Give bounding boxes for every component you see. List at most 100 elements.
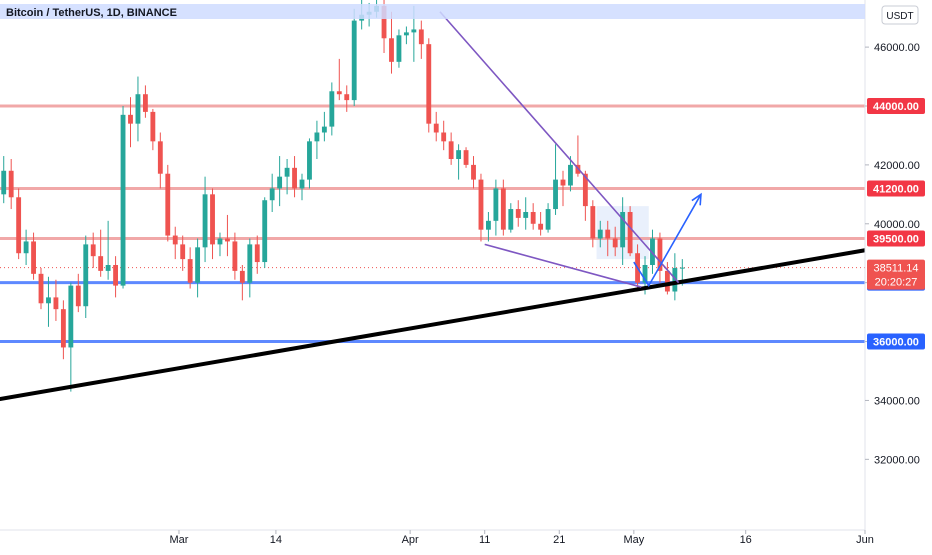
candle-up	[269, 188, 275, 201]
last-price-label: 38511.14	[873, 263, 918, 275]
candle-up	[508, 209, 514, 230]
chart-title[interactable]: Bitcoin / TetherUS, 1D, BINANCE	[6, 7, 177, 19]
candle-up	[568, 164, 573, 186]
candle-down	[515, 209, 521, 218]
candle-up	[329, 91, 335, 127]
candle-down	[441, 132, 447, 142]
price-level-badge	[867, 230, 925, 247]
candle-up	[396, 35, 402, 62]
candle-up	[68, 285, 74, 348]
candle-down	[150, 111, 156, 142]
projection-path	[633, 193, 702, 288]
candle-down	[538, 223, 544, 230]
price-level-label: 44000.00	[873, 101, 919, 113]
x-tick-label: 11	[479, 534, 490, 546]
candle-up	[247, 244, 253, 283]
candle-down	[157, 141, 163, 174]
y-tick-label: 40000.00	[874, 219, 920, 231]
candle-down	[98, 256, 104, 271]
price-level-badge	[867, 98, 925, 114]
candle-down	[165, 173, 171, 236]
candle-down	[31, 241, 36, 274]
price-level-label: 39500.00	[873, 234, 919, 246]
candle-down	[90, 244, 96, 257]
y-tick-label: 32000.00	[874, 454, 920, 466]
candle-up	[299, 179, 305, 189]
wedge-lower-line	[484, 243, 642, 288]
x-tick-label: May	[623, 534, 644, 546]
y-tick-label: 34000.00	[874, 395, 920, 407]
price-level-badge	[867, 180, 925, 197]
candle-down	[8, 170, 14, 198]
candle-up	[314, 132, 320, 142]
candle-up	[83, 244, 89, 307]
candle-up	[262, 200, 268, 263]
candle-down	[344, 94, 350, 101]
candle-down	[463, 150, 469, 165]
candle-down	[128, 114, 133, 124]
candle-down	[172, 235, 178, 245]
candle-down	[426, 44, 432, 124]
price-level-label: 41200.00	[873, 183, 919, 195]
candle-down	[210, 194, 215, 245]
candle-down	[292, 167, 297, 189]
candle-up	[672, 267, 678, 292]
currency-badge[interactable]: USDT	[881, 5, 919, 25]
candle-down	[53, 297, 59, 310]
candle-down	[180, 244, 186, 260]
candle-up	[523, 212, 529, 218]
candle-down	[500, 188, 506, 230]
candle-down	[60, 309, 66, 348]
candle-down	[225, 238, 230, 242]
candle-up	[486, 220, 491, 230]
candle-down	[187, 259, 193, 283]
candle-down	[627, 212, 633, 254]
candle-up	[321, 126, 327, 133]
candle-up	[202, 194, 208, 248]
x-tick-label: Mar	[169, 534, 188, 546]
candle-up	[642, 265, 648, 283]
candle-down	[471, 164, 476, 180]
candle-up	[307, 141, 312, 180]
candle-up	[195, 247, 201, 283]
candle-up	[553, 179, 558, 210]
y-tick-label: 46000.00	[874, 42, 920, 54]
candle-up	[679, 267, 685, 269]
candle-up	[597, 229, 603, 239]
candle-up	[46, 297, 51, 304]
candle-down	[254, 244, 260, 263]
x-tick-label: Jun	[856, 534, 874, 546]
candle-down	[590, 206, 596, 239]
candle-up	[135, 94, 141, 124]
last-price-badge	[867, 259, 925, 290]
candle-up	[351, 20, 357, 101]
candle-down	[232, 241, 238, 271]
candle-down	[605, 229, 611, 239]
time-axis-panel[interactable]	[0, 530, 865, 550]
candle-up	[411, 29, 417, 33]
candle-down	[113, 265, 119, 286]
candle-down	[75, 285, 81, 307]
candle-up	[217, 238, 223, 245]
candle-down	[418, 29, 424, 45]
price-level-label: 36000.00	[873, 337, 919, 349]
projection-arrow-icon	[691, 192, 702, 206]
title-bar	[0, 4, 865, 19]
candle-down	[239, 270, 245, 283]
candle-down	[142, 94, 148, 112]
wedge-upper-line	[439, 11, 680, 284]
candle-down	[336, 91, 342, 95]
candle-up	[284, 167, 290, 177]
candle-up	[23, 241, 29, 254]
candle-down	[582, 173, 588, 207]
candle-down	[560, 179, 566, 186]
candle-down	[664, 270, 670, 292]
candle-down	[478, 179, 484, 230]
candle-down	[448, 141, 454, 159]
candle-up	[493, 188, 499, 221]
candle-down	[612, 238, 618, 248]
x-tick-label: 16	[740, 534, 752, 546]
candle-down	[16, 197, 22, 254]
candle-up	[456, 150, 462, 159]
